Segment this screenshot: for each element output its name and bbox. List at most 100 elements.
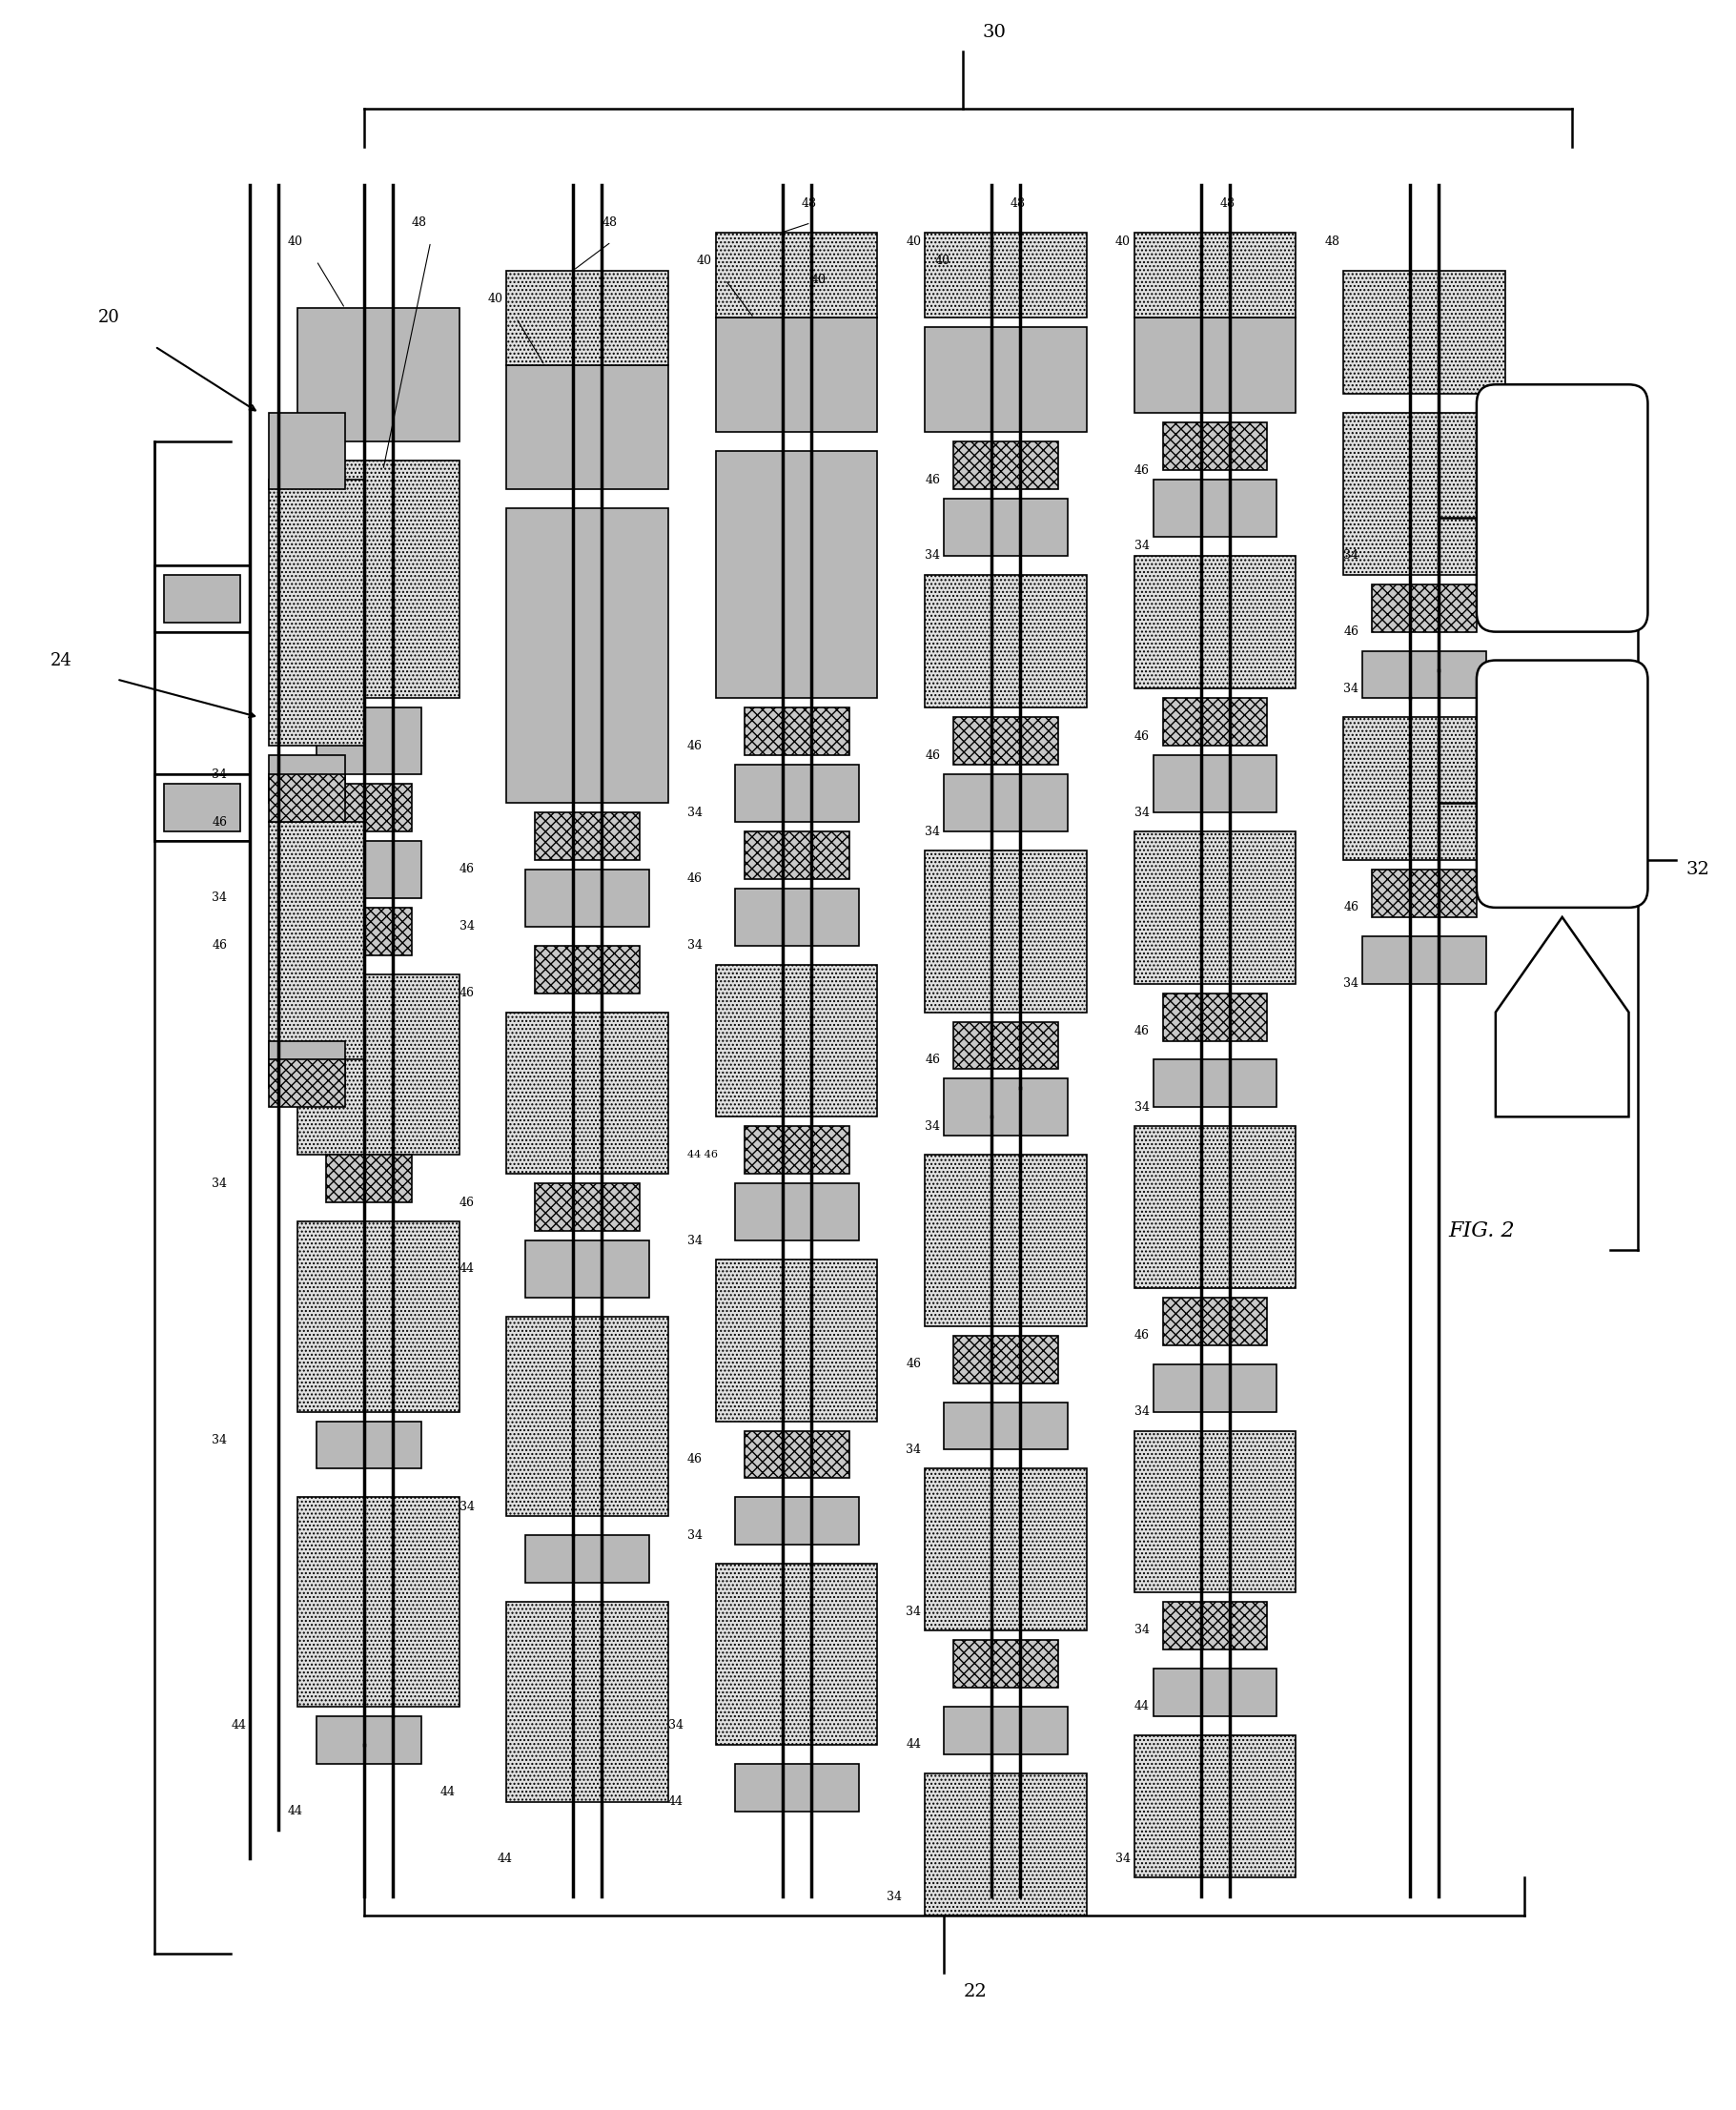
Bar [507, 1601, 668, 1802]
Text: 22: 22 [963, 1983, 986, 2000]
Bar [925, 1772, 1087, 1916]
Text: 44: 44 [288, 1804, 304, 1817]
Text: 34: 34 [1134, 1625, 1149, 1637]
Bar [925, 850, 1087, 1013]
Text: 44: 44 [906, 1739, 922, 1751]
Bar [944, 774, 1068, 831]
FancyBboxPatch shape [1477, 660, 1647, 907]
Bar [715, 452, 877, 698]
Text: 34: 34 [1134, 540, 1149, 553]
Text: 44: 44 [231, 1720, 247, 1732]
Bar [155, 774, 250, 842]
Bar [269, 755, 345, 804]
Bar [715, 964, 877, 1116]
Bar [925, 232, 1087, 319]
Bar [745, 831, 849, 880]
Text: 48: 48 [411, 217, 427, 230]
Bar [925, 1154, 1087, 1325]
Bar [1163, 1601, 1267, 1650]
Text: 46: 46 [212, 817, 227, 829]
Text: 34: 34 [458, 920, 474, 933]
Bar [1363, 650, 1486, 698]
Text: 34: 34 [1134, 1101, 1149, 1114]
Bar [269, 1040, 345, 1089]
Bar [715, 1260, 877, 1422]
Text: 46: 46 [1344, 625, 1359, 637]
Bar [1514, 793, 1609, 869]
Bar [1514, 433, 1609, 509]
Text: 34: 34 [1344, 549, 1359, 561]
Text: 40: 40 [934, 255, 950, 268]
Bar [297, 308, 458, 441]
Bar [944, 1078, 1068, 1135]
Text: 46: 46 [687, 874, 703, 886]
Bar [1514, 517, 1609, 593]
Bar [326, 1154, 411, 1203]
Text: 44: 44 [458, 1262, 474, 1274]
Bar [1371, 584, 1477, 631]
Bar [1134, 831, 1295, 983]
Bar [297, 460, 458, 698]
Bar [925, 327, 1087, 433]
Text: 34: 34 [212, 768, 227, 781]
Bar [165, 574, 240, 622]
Text: 40: 40 [288, 236, 304, 249]
Bar [326, 907, 411, 956]
Text: 46: 46 [687, 1454, 703, 1466]
Text: 34: 34 [1344, 977, 1359, 990]
Bar [745, 1127, 849, 1173]
Text: 34: 34 [1115, 1853, 1130, 1865]
Bar [526, 1536, 649, 1582]
Bar [1163, 994, 1267, 1040]
Bar [944, 1707, 1068, 1753]
Bar [269, 1059, 345, 1108]
Text: 34: 34 [925, 825, 941, 838]
Bar [734, 1498, 859, 1545]
Text: 40: 40 [811, 274, 826, 287]
Text: 34: 34 [212, 893, 227, 905]
Text: 34: 34 [687, 1234, 703, 1247]
Text: 34: 34 [687, 806, 703, 819]
Text: 48: 48 [1010, 198, 1026, 211]
Text: 48: 48 [1220, 198, 1234, 211]
Bar [507, 270, 668, 365]
Bar [1344, 270, 1505, 395]
Bar [297, 975, 458, 1154]
Text: 46: 46 [687, 741, 703, 751]
Bar [297, 1222, 458, 1412]
Text: 46: 46 [906, 1359, 922, 1369]
Bar [269, 414, 345, 490]
Text: 24: 24 [50, 652, 71, 669]
Text: 48: 48 [602, 217, 616, 230]
Text: 34: 34 [458, 1500, 474, 1513]
Bar [1153, 479, 1278, 536]
Bar [165, 785, 240, 831]
Text: 44: 44 [668, 1796, 684, 1808]
Bar [1134, 555, 1295, 688]
Bar [1344, 717, 1505, 861]
Text: 46: 46 [1344, 901, 1359, 914]
Bar [1134, 319, 1295, 414]
Bar [1514, 707, 1609, 785]
Bar [507, 1317, 668, 1517]
Bar [1344, 414, 1505, 574]
Bar [1371, 869, 1477, 918]
Bar [944, 498, 1068, 555]
Bar [316, 1422, 422, 1469]
Bar [925, 574, 1087, 707]
Bar [316, 842, 422, 899]
Text: 20: 20 [97, 310, 120, 327]
Bar [1163, 698, 1267, 747]
Bar [745, 707, 849, 755]
Bar [1153, 1059, 1278, 1108]
Bar [526, 1241, 649, 1298]
Bar [715, 1564, 877, 1745]
Bar [526, 869, 649, 926]
Text: 34: 34 [925, 549, 941, 561]
Bar [715, 319, 877, 433]
Text: 40: 40 [696, 255, 712, 268]
Text: 44: 44 [496, 1853, 512, 1865]
Text: 46: 46 [1134, 1329, 1149, 1342]
Text: 44: 44 [1134, 1701, 1149, 1713]
Text: 40: 40 [1115, 236, 1130, 249]
